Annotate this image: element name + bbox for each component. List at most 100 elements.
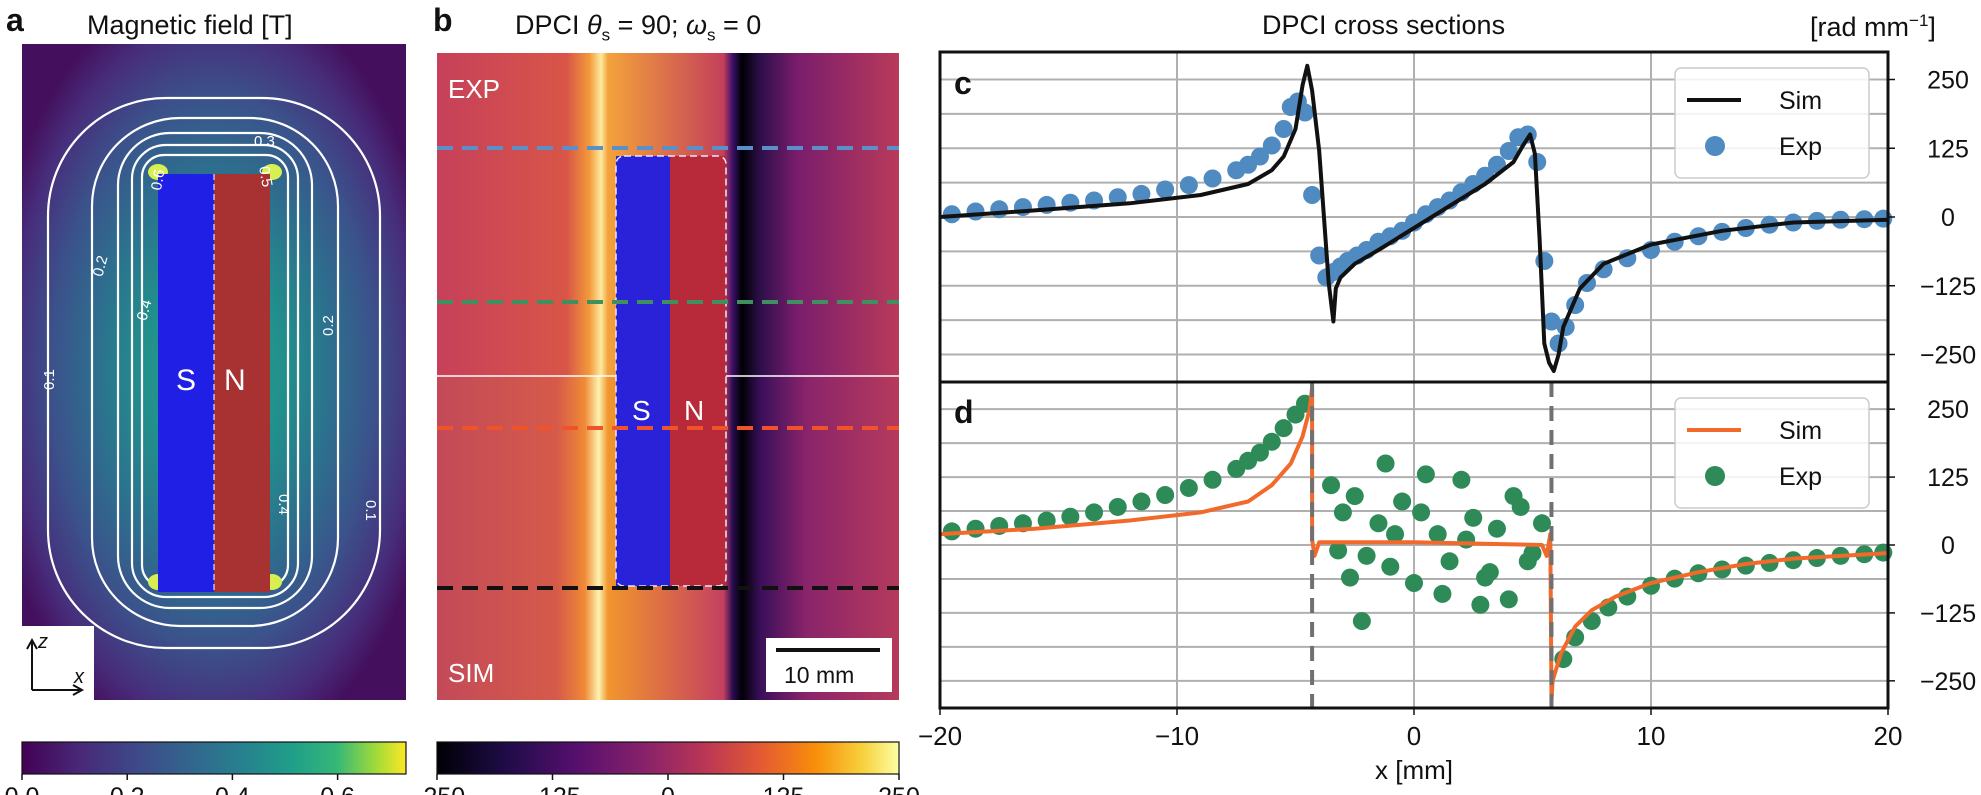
panel-c-exp-point	[990, 200, 1009, 219]
panel-c-exp-point	[966, 202, 985, 221]
panel-d-exp-point	[1381, 557, 1400, 576]
label-sim: SIM	[448, 658, 494, 688]
panel-c-exp-point	[1303, 186, 1322, 204]
panel-d-xtick-label-1: −10	[1155, 721, 1199, 751]
panel-c-exp-point	[1310, 246, 1329, 265]
panel-d-legend-exp-label: Exp	[1779, 463, 1822, 491]
panel-b-title-prefix: DPCI	[515, 10, 588, 40]
panel-d-exp-point	[1352, 612, 1371, 631]
panel-c-ytick-label-1: 125	[1927, 135, 1969, 163]
colorbar-b-tick-label-2: 0	[661, 783, 675, 795]
panel-d-exp-point	[1357, 546, 1376, 565]
panel-b-letter: b	[433, 2, 453, 38]
axis-x-label: x	[73, 666, 85, 688]
colorbar-a-tick-label-1: 0.2	[110, 783, 145, 795]
panel-d-exp-point	[1262, 432, 1281, 451]
colorbar-b-tick-label-4: 250	[878, 783, 920, 795]
contour-label-0.2-right: 0.2	[320, 315, 337, 336]
panel-d-exp-point	[1452, 470, 1471, 489]
panel-d-exp-point	[1037, 511, 1056, 530]
panel-b-title-mid: = 90;	[610, 10, 686, 40]
panel-d-exp-point	[1250, 443, 1269, 462]
contour-0.1	[46, 96, 382, 650]
colorbar-b-tick-label-3: 125	[763, 783, 805, 795]
panel-d-exp-point	[1322, 476, 1341, 495]
panel-c-ytick-label-0: 250	[1927, 67, 1969, 95]
panel-d-xtick-label-2: 0	[1407, 721, 1421, 751]
panel-d-ytick-label-4: −250	[1920, 668, 1976, 696]
panel-c-exp-point	[1274, 120, 1293, 138]
panel-d-exp-point	[1369, 514, 1388, 533]
contour-label-0.3: 0.3	[254, 133, 275, 150]
panel-d-xtick-label-0: −20	[918, 721, 962, 751]
panel-c-exp-point	[1262, 136, 1281, 155]
panel-b-title-omega: ω	[685, 10, 708, 40]
colorbar-a-tick-label-0: 0.0	[5, 783, 40, 795]
panel-d-exp-point	[1532, 514, 1551, 533]
panel-d-legend-exp-swatch	[1705, 466, 1725, 486]
cross-section-lines	[437, 146, 899, 590]
panel-d-exp-point	[1274, 419, 1293, 438]
x-axis-label: x [mm]	[1375, 755, 1453, 785]
panel-d-exp-point	[1386, 525, 1405, 544]
contour-0.2	[90, 116, 340, 628]
panel-d-exp-point	[1061, 507, 1080, 526]
magnet-b-s-label: S	[632, 395, 651, 426]
panel-d-sim-line	[939, 385, 1889, 702]
panel-d-exp-point	[1085, 503, 1104, 522]
panel-c-sim-line	[939, 63, 1889, 373]
panel-c-exp-point	[1250, 147, 1269, 166]
contour-label-0.4-upper: 0.4	[134, 298, 156, 323]
panel-c-plot: 250 125 0 −125 −250 Sim Exp	[938, 50, 1976, 384]
panel-d-exp-point	[1393, 492, 1412, 511]
panel-c-letter: c	[954, 65, 972, 101]
panel-c-legend	[1674, 67, 1870, 179]
panel-d-plot: 250 125 0 −125 −250 −20 −10 0 10 20 x [mm] Sim Exp	[918, 380, 1976, 785]
panel-d-exp-point	[1341, 568, 1360, 587]
panel-c-exp-point	[1535, 252, 1554, 270]
panel-d-xtick-label-3: 10	[1637, 721, 1666, 751]
magnet-a-n-label: N	[224, 364, 246, 397]
magnet-a-s-label: S	[176, 364, 196, 397]
magnet-south-pole	[158, 174, 214, 592]
panel-c-exp-point	[1132, 184, 1151, 203]
contour-0.3	[116, 131, 314, 610]
panel-d-letter: d	[954, 394, 974, 430]
panel-d-exp-point	[1376, 454, 1395, 473]
panel-d-exp-point	[1345, 487, 1364, 506]
colorbar-b	[436, 741, 900, 775]
panel-d-exp-point	[1428, 525, 1447, 544]
panel-b-title-sub-2: s	[707, 25, 716, 45]
contour-label-0.1-left: 0.1	[41, 369, 58, 390]
magnet-b-north	[670, 156, 726, 586]
scalebar-label: 10 mm	[784, 662, 854, 688]
magnet-b-n-label: N	[684, 395, 704, 426]
panel-d-ytick-label-1: 125	[1927, 464, 1969, 492]
panel-c-exp-point	[1108, 188, 1127, 207]
colorbar-b-tick-label-1: −125	[524, 783, 580, 795]
panel-d-exp-point	[1108, 497, 1127, 516]
panel-cd-title: DPCI cross sections	[1262, 10, 1506, 40]
panel-d-exp-point	[1405, 574, 1423, 593]
panel-d-exp-point	[1518, 552, 1537, 571]
contour-label-0.2-left: 0.2	[90, 254, 112, 279]
panel-d-legend-sim-label: Sim	[1779, 417, 1822, 445]
panel-d-legend	[1674, 397, 1870, 509]
colorbar-a-tick-label-2: 0.4	[215, 783, 250, 795]
magnet-b-south	[616, 156, 670, 586]
panel-d-exp-point	[1504, 487, 1523, 506]
right-axis-unit: [rad mm−1]	[1810, 12, 1936, 41]
panel-d-exp-point	[1333, 503, 1352, 522]
colorbar-b-ticks: −250 −125 0 125 250	[409, 774, 920, 795]
contour-label-0.5: 0.5	[255, 165, 275, 188]
panel-d-exp-point	[1156, 486, 1175, 505]
contour-labels: 0.1 0.1 0.2 0.2 0.3 0.4 0.4 0.5 0.6	[41, 133, 379, 521]
field-contours	[46, 96, 382, 650]
panel-d-exp-point	[1480, 563, 1499, 582]
scalebar-box	[766, 638, 892, 692]
panel-a-letter: a	[6, 2, 24, 38]
panel-d-exp-point	[1412, 503, 1431, 522]
panel-d-exp-point	[1457, 530, 1476, 549]
contour-label-0.1-right: 0.1	[362, 500, 379, 521]
